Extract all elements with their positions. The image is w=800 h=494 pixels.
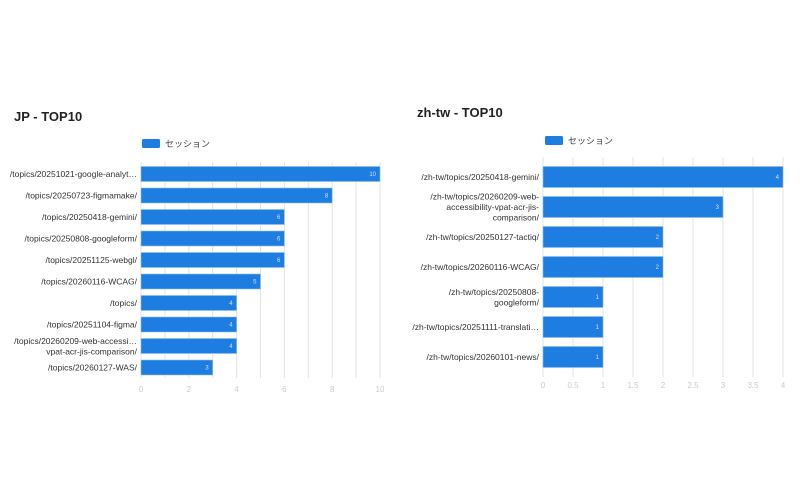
bar	[140, 338, 237, 354]
x-tick-label: 10	[376, 385, 385, 394]
x-tick-label: 8	[330, 385, 335, 394]
x-tick-label: 4	[781, 381, 786, 390]
chart-title: zh-tw - TOP10	[417, 105, 503, 120]
bar-value-label: 2	[656, 265, 660, 271]
bar-value-label: 8	[325, 194, 329, 200]
x-tick-label: 3	[721, 381, 726, 390]
category-label: /zh-tw/topics/20260116-WCAG/	[421, 262, 540, 272]
bar	[140, 166, 381, 182]
x-tick-label: 0	[139, 385, 144, 394]
category-label: /zh-tw/topics/20260101-news/	[427, 352, 540, 362]
bar	[542, 166, 784, 188]
x-tick-label: 2	[187, 385, 192, 394]
bar-value-label: 10	[369, 172, 376, 178]
legend-label: セッション	[165, 139, 210, 149]
category-label: /topics/20250723-figmamake/	[25, 191, 137, 201]
bar-value-label: 6	[277, 258, 281, 264]
bar	[542, 316, 604, 338]
bar	[542, 196, 724, 218]
category-label: /zh-tw/topics/20251111-translati…	[412, 322, 539, 332]
bar	[140, 316, 237, 333]
bar-value-label: 1	[596, 295, 600, 301]
category-label: vpat-acr-jis-comparison/	[46, 346, 137, 356]
bar-value-label: 3	[205, 366, 209, 372]
bar	[542, 256, 664, 278]
category-label: /topics/20260127-WAS/	[48, 363, 138, 373]
category-label: /topics/20250808-googleform/	[25, 234, 138, 244]
x-tick-label: 0	[541, 381, 546, 390]
bar	[542, 346, 604, 368]
category-label: googleform/	[494, 297, 540, 307]
x-tick-label: 2.5	[687, 381, 699, 390]
category-label: /topics/20250418-gemini/	[42, 212, 138, 222]
x-tick-label: 2	[661, 381, 666, 390]
bar	[140, 273, 261, 290]
bar-value-label: 4	[229, 323, 233, 329]
category-label: /topics/20251021-google-analyt…	[10, 169, 137, 179]
bar	[140, 209, 285, 225]
bar	[140, 252, 285, 268]
category-label: /topics/	[110, 298, 138, 308]
bar	[140, 359, 213, 376]
x-tick-label: 0.5	[567, 381, 579, 390]
bar-value-label: 1	[596, 325, 600, 331]
legend-swatch	[142, 139, 160, 148]
category-label: accessibility-vpat-acr-jis-	[446, 202, 539, 212]
x-tick-label: 4	[234, 385, 239, 394]
bar-value-label: 4	[229, 301, 233, 307]
bar-value-label: 5	[253, 280, 257, 286]
category-label: /zh-tw/topics/20250418-gemini/	[421, 172, 539, 182]
chart-title: JP - TOP10	[14, 109, 82, 124]
category-label: comparison/	[493, 213, 540, 223]
bar-value-label: 2	[656, 235, 660, 241]
x-tick-label: 1.5	[627, 381, 639, 390]
category-label: /zh-tw/topics/20250127-tactiq/	[426, 232, 540, 242]
bar	[140, 230, 285, 247]
bar-value-label: 6	[277, 237, 281, 243]
category-label: /topics/20251125-webgl/	[45, 255, 137, 265]
bar-value-label: 6	[277, 215, 281, 221]
bar-value-label: 3	[716, 205, 720, 211]
legend-swatch	[545, 136, 563, 145]
bar-value-label: 4	[229, 344, 233, 350]
x-tick-label: 1	[601, 381, 606, 390]
bar	[542, 286, 604, 308]
x-tick-label: 6	[282, 385, 287, 394]
category-label: /topics/20260209-web-accessi…	[14, 336, 137, 346]
bar-value-label: 1	[596, 355, 600, 361]
category-label: /topics/20260116-WCAG/	[41, 277, 137, 287]
x-tick-label: 3.5	[747, 381, 759, 390]
bar	[542, 226, 664, 248]
bar	[140, 295, 237, 311]
legend-label: セッション	[568, 136, 613, 146]
bar	[140, 187, 333, 204]
category-label: /zh-tw/topics/20260209-web-	[430, 192, 539, 202]
category-label: /topics/20251104-figma/	[47, 320, 138, 330]
category-label: /zh-tw/topics/20250808-	[449, 287, 539, 297]
bar-value-label: 4	[776, 175, 780, 181]
